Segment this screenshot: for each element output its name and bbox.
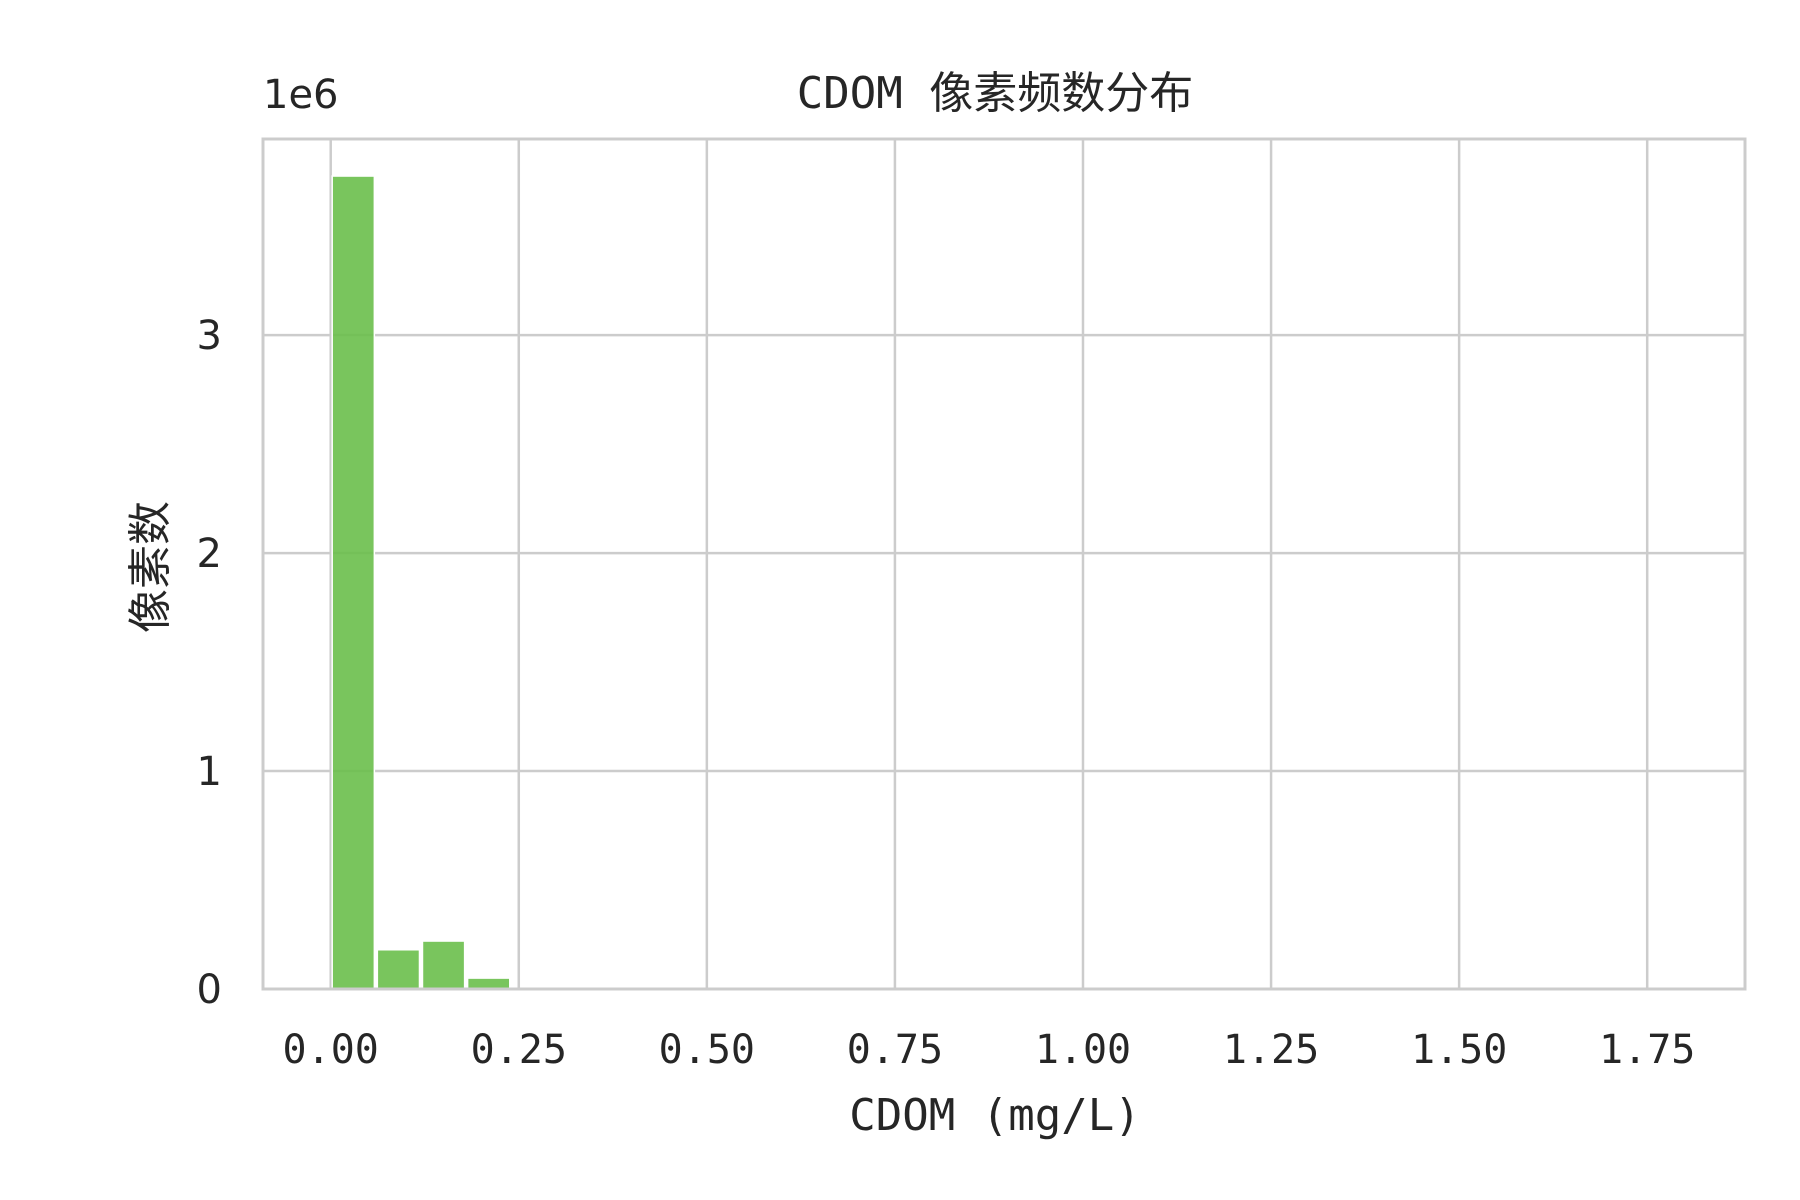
chart-title: CDOM 像素频数分布: [797, 68, 1193, 119]
x-tick-label: 0.00: [283, 1027, 379, 1073]
histogram-bar: [376, 949, 421, 990]
bars-layer: [331, 175, 511, 990]
histogram-bar: [466, 977, 511, 990]
y-axis-label: 像素数: [125, 501, 176, 633]
y-tick-label: 0: [197, 967, 222, 1013]
ticks-layer: 0.00 0.25 0.50 0.75 1.00 1.25 1.50 1.75 0 1 2 3: [197, 313, 1696, 1073]
axes-layer: [261, 137, 1747, 991]
x-tick-label: 1.75: [1599, 1027, 1695, 1073]
axes-frame: [261, 137, 1747, 991]
x-tick-label: 1.00: [1035, 1027, 1131, 1073]
x-tick-label: 0.50: [659, 1027, 755, 1073]
x-axis-label: CDOM (mg/L): [849, 1090, 1140, 1141]
x-tick-label: 0.75: [847, 1027, 943, 1073]
x-tick-label: 0.25: [471, 1027, 567, 1073]
y-tick-label: 3: [197, 313, 222, 359]
histogram-bar: [421, 940, 466, 990]
histogram-bar: [331, 175, 376, 990]
y-tick-label: 1: [197, 749, 222, 795]
grid-layer: [263, 139, 1745, 991]
x-tick-label: 1.50: [1411, 1027, 1507, 1073]
y-tick-label: 2: [197, 531, 222, 577]
x-tick-label: 1.25: [1223, 1027, 1319, 1073]
y-offset-label: 1e6: [263, 72, 339, 118]
